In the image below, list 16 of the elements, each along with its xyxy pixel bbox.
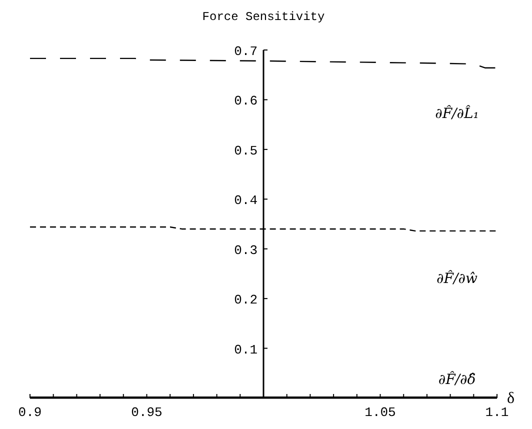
text: ∂F̂/∂ŵ <box>436 269 478 287</box>
y-tick-label: 0.3 <box>234 242 258 258</box>
x-tick-label: 1.1 <box>485 405 509 420</box>
x-tick-label: 1.05 <box>364 405 396 420</box>
y-tick-label: 0.6 <box>234 94 258 109</box>
y-tick-label: 0.1 <box>234 342 258 358</box>
y-tick-label: 0.5 <box>234 143 258 158</box>
text: ∂F̂/∂L̂₁ <box>435 104 479 122</box>
chart-title: Force Sensitivity <box>202 10 325 24</box>
x-tick-label: 0.95 <box>131 405 162 420</box>
y-tick-label: 0.2 <box>234 292 258 308</box>
x-tick-label: 0.9 <box>18 405 42 420</box>
y-tick-label: 0.7 <box>234 44 258 59</box>
x-axis-title: δ <box>507 390 515 407</box>
y-tick-label: 0.4 <box>234 193 258 208</box>
series-label: ∂F̂/∂δ̂ <box>438 370 476 388</box>
